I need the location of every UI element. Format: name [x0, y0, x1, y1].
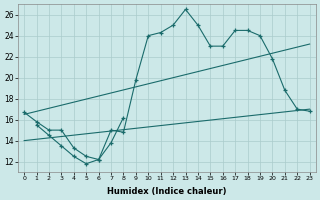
X-axis label: Humidex (Indice chaleur): Humidex (Indice chaleur) [107, 187, 227, 196]
